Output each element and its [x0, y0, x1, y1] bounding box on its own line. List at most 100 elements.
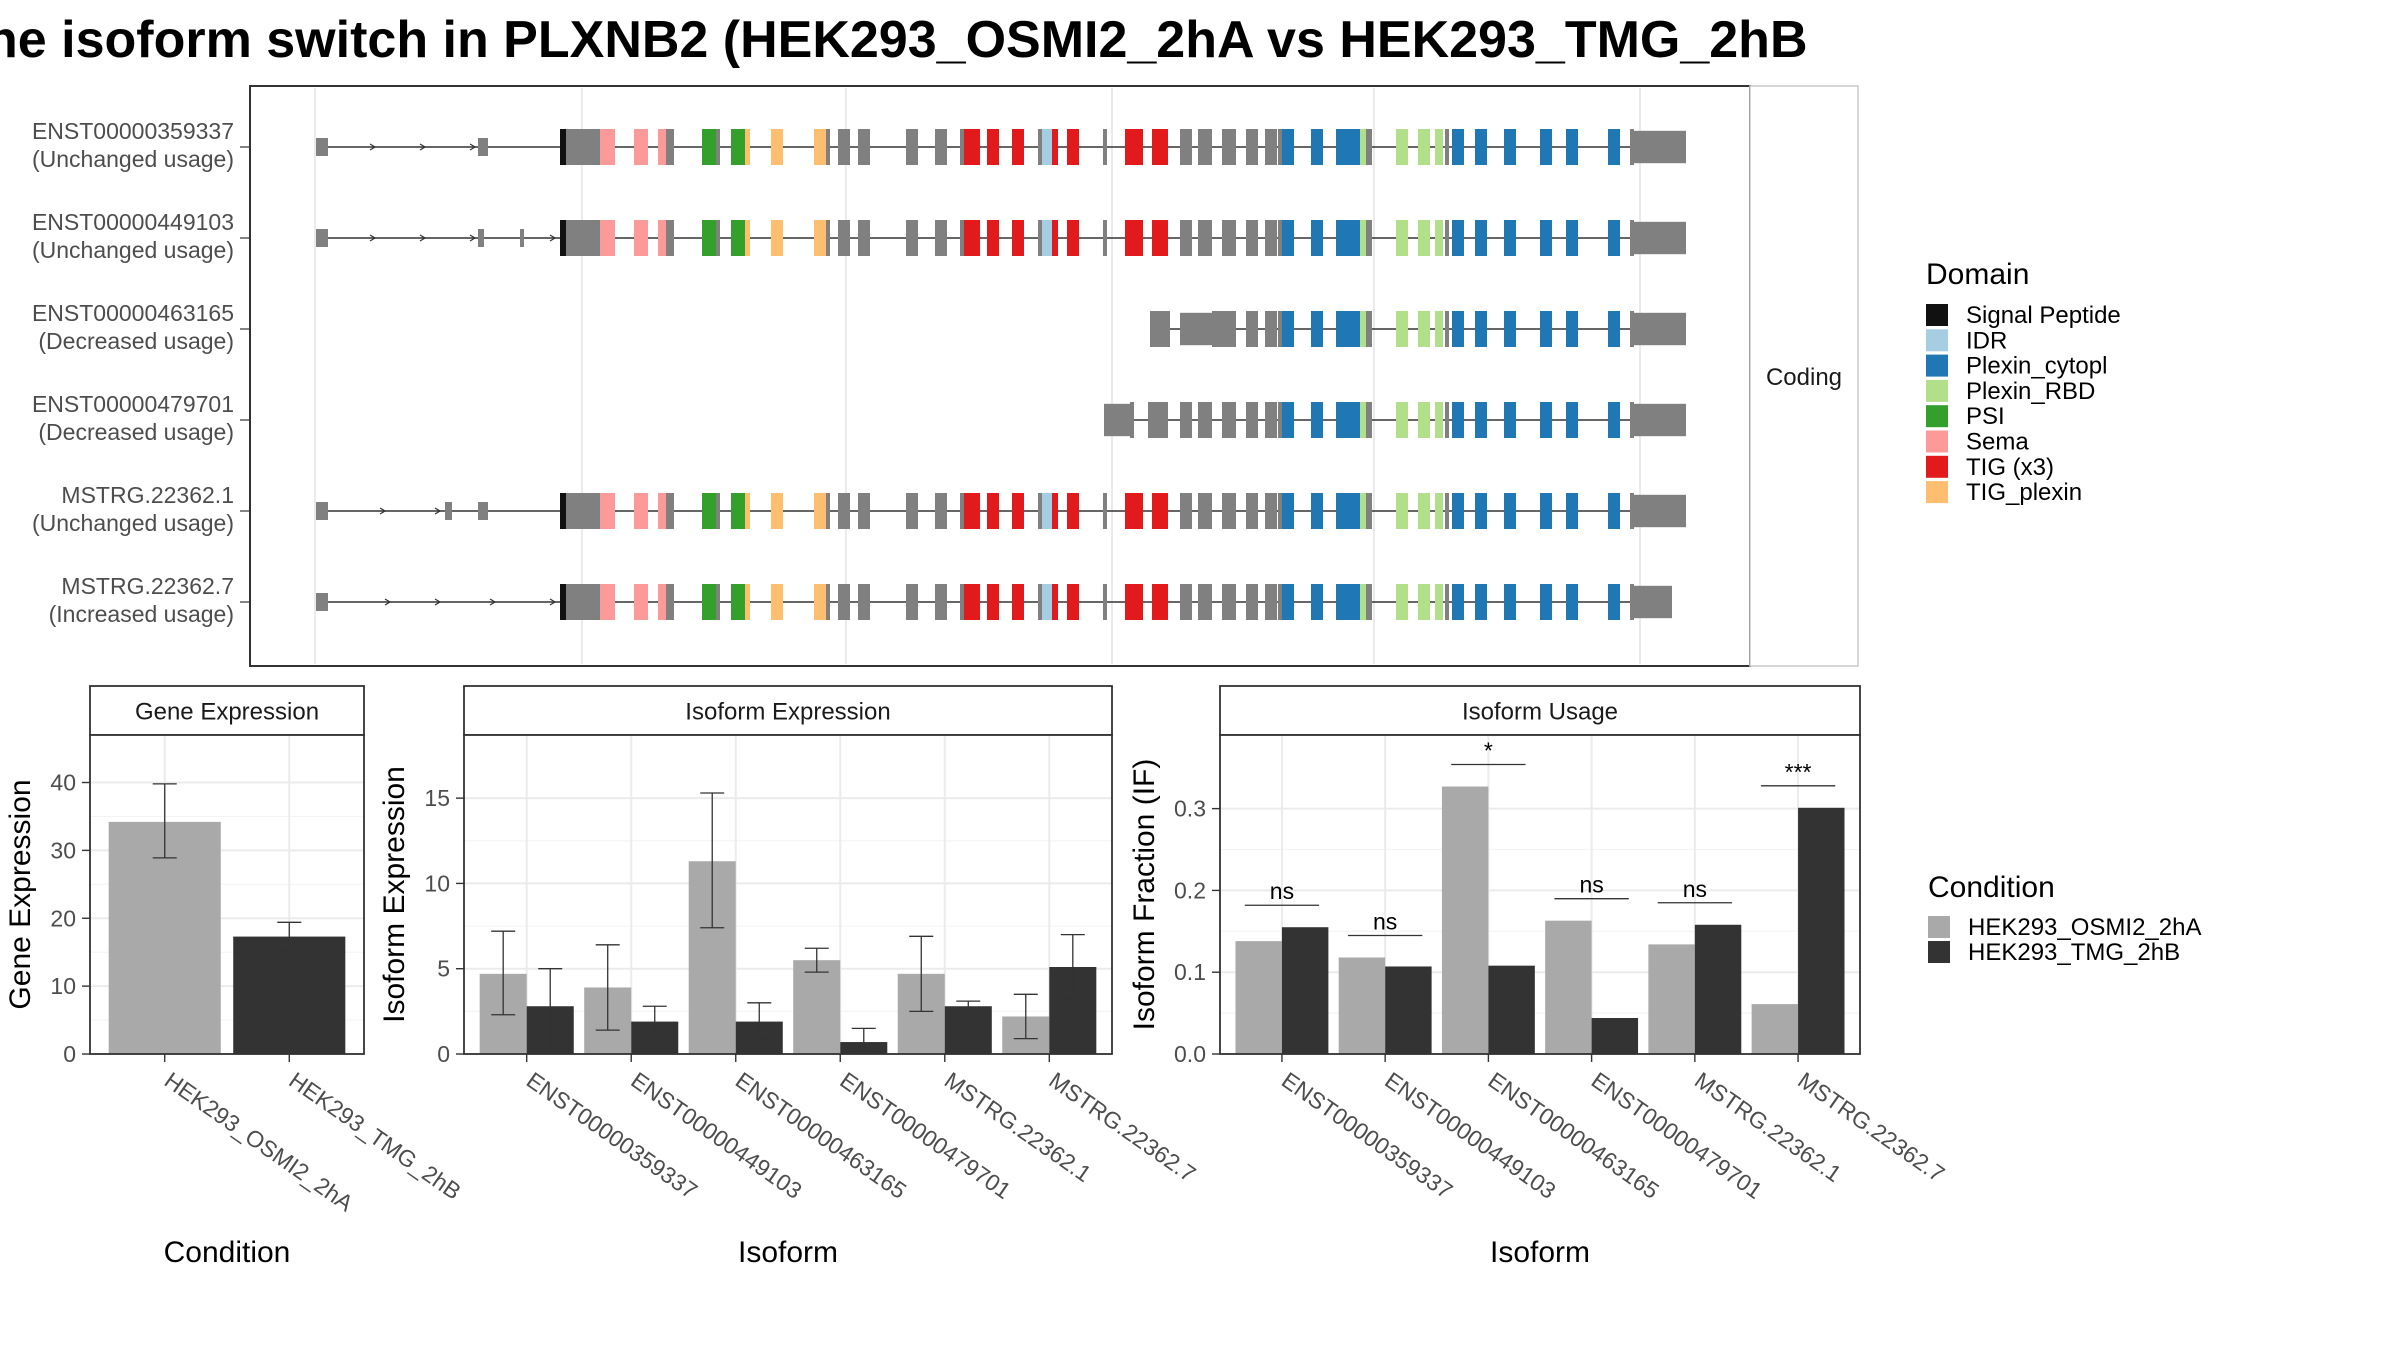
exon-block — [1504, 311, 1516, 347]
exon-block — [566, 129, 600, 165]
exon-block — [702, 129, 716, 165]
condition-legend-label: HEK293_TMG_2hB — [1968, 939, 2180, 966]
domain-legend-swatch — [1926, 431, 1948, 453]
y-tick-label: 40 — [50, 770, 76, 796]
exon-block — [1311, 129, 1323, 165]
transcript-id-label: ENST00000479701 — [32, 391, 234, 417]
exon-block — [702, 584, 716, 620]
exon-block — [1445, 220, 1449, 256]
condition-legend-title: Condition — [1928, 871, 2055, 904]
exon-block — [478, 229, 484, 247]
transcript-facet-label: Coding — [1766, 364, 1842, 391]
exon-block — [1180, 129, 1192, 165]
exon-block — [1265, 220, 1277, 256]
exon-block — [1435, 129, 1443, 165]
exon-block — [1222, 311, 1236, 347]
bar — [1339, 957, 1385, 1054]
exon-block — [1348, 402, 1360, 438]
figure-title: he isoform switch in PLXNB2 (HEK293_OSMI… — [0, 11, 1808, 69]
x-tick-label: ENST00000359337 — [1277, 1067, 1457, 1204]
y-tick-label: 30 — [50, 837, 76, 863]
exon-block — [1475, 493, 1487, 529]
exon-block — [600, 220, 615, 256]
exon-block — [600, 129, 615, 165]
exon-block — [1634, 586, 1672, 618]
exon-block — [1125, 220, 1143, 256]
transcript-status-label: (Decreased usage) — [38, 328, 234, 354]
exon-block — [1475, 402, 1487, 438]
exon-block — [1418, 220, 1430, 256]
exon-block — [634, 493, 648, 529]
exon-block — [1360, 311, 1366, 347]
exon-block — [520, 229, 524, 247]
exon-block — [1445, 311, 1449, 347]
exon-block — [964, 493, 980, 529]
exon-block — [1125, 493, 1143, 529]
bar — [1442, 787, 1488, 1054]
exon-block — [1052, 584, 1058, 620]
exon-block — [1336, 584, 1348, 620]
exon-block — [745, 584, 750, 620]
exon-block — [858, 493, 870, 529]
exon-block — [1396, 311, 1408, 347]
exon-block — [1246, 220, 1258, 256]
exon-block — [1634, 495, 1686, 527]
exon-block — [1418, 493, 1430, 529]
exon-block — [1452, 402, 1464, 438]
bar — [1648, 944, 1694, 1054]
exon-block — [1052, 220, 1058, 256]
exon-block — [666, 129, 674, 165]
exon-block — [1634, 313, 1686, 345]
transcript-status-label: (Unchanged usage) — [32, 510, 234, 536]
exon-block — [1311, 311, 1323, 347]
exon-block — [316, 502, 328, 520]
exon-block — [1222, 584, 1236, 620]
domain-legend-label: Plexin_cytopl — [1966, 353, 2107, 380]
exon-block — [1222, 493, 1236, 529]
exon-block — [1042, 493, 1052, 529]
exon-block — [1435, 493, 1443, 529]
transcript-status-label: (Decreased usage) — [38, 419, 234, 445]
exon-block — [1366, 402, 1372, 438]
y-tick-label: 0 — [63, 1041, 76, 1067]
exon-block — [1265, 493, 1277, 529]
exon-block — [716, 584, 720, 620]
exon-block — [1282, 129, 1294, 165]
y-axis-title: Gene Expression — [4, 779, 37, 1009]
facet-strip-label: Isoform Usage — [1462, 699, 1618, 726]
exon-block — [1311, 220, 1323, 256]
exon-block — [566, 493, 600, 529]
exon-block — [1265, 402, 1277, 438]
exon-block — [1067, 220, 1079, 256]
isoform-usage-panel: Isoform Usage0.00.10.20.3nsns*ns ns***ENS… — [1128, 686, 1949, 1269]
exon-block — [826, 584, 830, 620]
x-axis-title: Condition — [164, 1236, 291, 1269]
exon-block — [1311, 493, 1323, 529]
domain-legend-swatch — [1926, 355, 1948, 377]
exon-block — [1282, 402, 1294, 438]
exon-block — [960, 220, 964, 256]
transcript-id-label: ENST00000359337 — [32, 118, 234, 144]
exon-block — [702, 220, 716, 256]
exon-block — [771, 220, 783, 256]
exon-block — [1418, 311, 1430, 347]
exon-block — [1475, 311, 1487, 347]
exon-block — [826, 220, 830, 256]
transcript-id-label: MSTRG.22362.1 — [61, 482, 234, 508]
x-tick-label: ENST00000463165 — [1484, 1067, 1664, 1204]
exon-block — [1012, 220, 1024, 256]
x-tick-label: ENST00000463165 — [731, 1067, 911, 1204]
exon-block — [1042, 584, 1052, 620]
exon-block — [1366, 220, 1372, 256]
exon-block — [1445, 584, 1449, 620]
exon-block — [987, 220, 999, 256]
y-tick-label: 0.3 — [1174, 796, 1206, 822]
exon-block — [1265, 311, 1277, 347]
exon-block — [1566, 129, 1578, 165]
exon-block — [1180, 220, 1192, 256]
exon-block — [1282, 584, 1294, 620]
exon-block — [1630, 129, 1634, 165]
exon-block — [1180, 402, 1192, 438]
exon-block — [1198, 220, 1212, 256]
exon-block — [838, 220, 850, 256]
